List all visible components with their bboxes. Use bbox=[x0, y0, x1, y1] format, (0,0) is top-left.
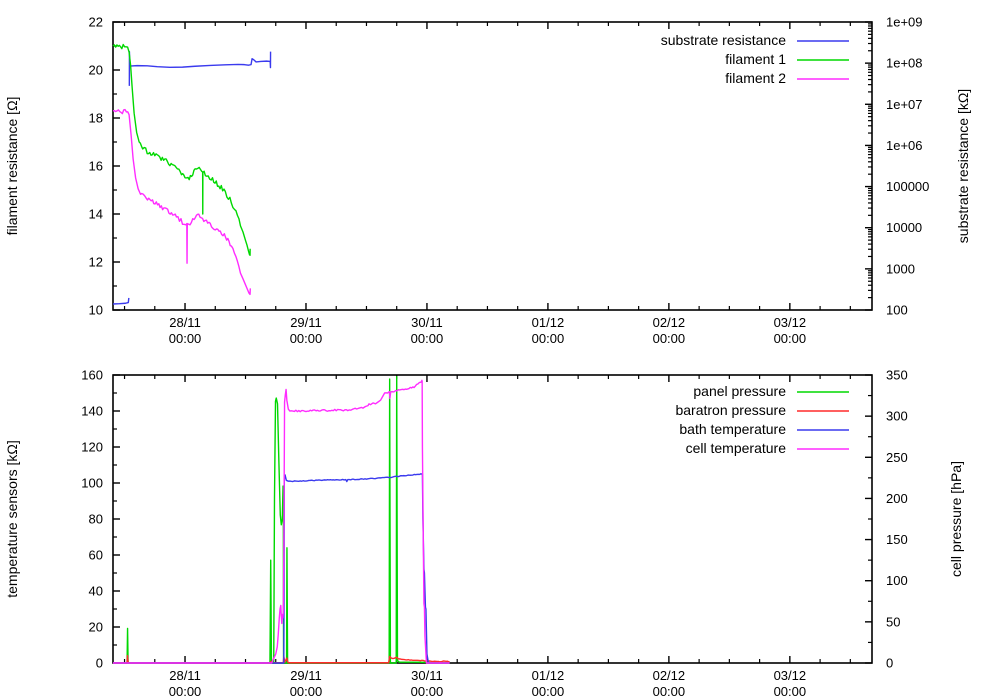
y-left-tick-label: 100 bbox=[81, 476, 103, 491]
x-tick-label-time: 00:00 bbox=[774, 684, 807, 699]
y-right-tick-label: 300 bbox=[886, 409, 908, 424]
y-right-tick-label: 0 bbox=[886, 656, 893, 671]
x-tick-label-time: 00:00 bbox=[653, 331, 686, 346]
legend-label: panel pressure bbox=[693, 383, 786, 399]
x-tick-label-time: 00:00 bbox=[411, 684, 444, 699]
legend-entry-cell-temperature: cell temperature bbox=[686, 440, 849, 456]
y-left-tick-label: 80 bbox=[89, 512, 103, 527]
y-right-tick-label: 1e+07 bbox=[886, 97, 923, 112]
x-tick-label-time: 00:00 bbox=[653, 684, 686, 699]
x-tick-label-date: 28/11 bbox=[169, 668, 201, 683]
series-bath-temperature bbox=[113, 473, 450, 664]
legend-label: filament 2 bbox=[725, 70, 786, 86]
x-tick-label-date: 03/12 bbox=[774, 668, 807, 683]
x-tick-label-time: 00:00 bbox=[290, 331, 323, 346]
y-left-tick-label: 160 bbox=[81, 368, 103, 383]
bottom-left-axis-title: temperature sensors [kΩ] bbox=[4, 440, 20, 598]
series-filament-1 bbox=[112, 43, 251, 256]
temperature-pressure-chart-x-axis: 28/1100:0029/1100:0030/1100:0001/1200:00… bbox=[123, 375, 851, 699]
series-panel-pressure bbox=[113, 375, 450, 664]
y-left-tick-label: 22 bbox=[89, 15, 103, 30]
x-tick-label-date: 03/12 bbox=[774, 315, 807, 330]
x-tick-label-time: 00:00 bbox=[169, 331, 202, 346]
y-left-tick-label: 20 bbox=[89, 63, 103, 78]
resistance-chart-y-left-axis: 10 12 14 16 18 20 22 bbox=[89, 15, 120, 318]
y-left-tick-label: 18 bbox=[89, 111, 103, 126]
legend-entry-filament-1: filament 1 bbox=[725, 51, 849, 67]
y-right-tick-label: 1e+09 bbox=[886, 15, 923, 30]
x-tick-label-date: 30/11 bbox=[411, 668, 443, 683]
legend-label: baratron pressure bbox=[675, 402, 786, 418]
x-tick-label-time: 00:00 bbox=[532, 331, 565, 346]
x-tick-label-time: 00:00 bbox=[411, 331, 444, 346]
resistance-chart-legend: substrate resistance filament 1 filament 2 bbox=[661, 32, 849, 86]
temperature-pressure-chart-y-right-axis: 0 50 100 150 200 250 300 350 bbox=[865, 368, 908, 671]
bottom-right-axis-title: cell pressure [hPa] bbox=[948, 461, 964, 577]
x-tick-label-time: 00:00 bbox=[774, 331, 807, 346]
x-tick-label-date: 02/12 bbox=[653, 315, 686, 330]
x-tick-label-date: 01/12 bbox=[532, 668, 565, 683]
y-right-tick-label: 10000 bbox=[886, 220, 922, 235]
legend-label: cell temperature bbox=[686, 440, 787, 456]
x-tick-label-time: 00:00 bbox=[532, 684, 565, 699]
y-left-tick-label: 40 bbox=[89, 584, 103, 599]
top-right-axis-title: substrate resistance [kΩ] bbox=[955, 89, 971, 243]
legend-label: filament 1 bbox=[725, 51, 786, 67]
legend-entry-substrate-resistance: substrate resistance bbox=[661, 32, 849, 48]
legend-entry-filament-2: filament 2 bbox=[725, 70, 849, 86]
y-right-tick-label: 250 bbox=[886, 450, 908, 465]
y-left-tick-label: 140 bbox=[81, 404, 103, 419]
y-left-tick-label: 60 bbox=[89, 548, 103, 563]
temperature-pressure-chart: 28/1100:0029/1100:0030/1100:0001/1200:00… bbox=[81, 368, 907, 700]
y-right-tick-label: 100 bbox=[886, 573, 908, 588]
legend-entry-panel-pressure: panel pressure bbox=[693, 383, 849, 399]
legend-label: bath temperature bbox=[679, 421, 786, 437]
y-right-tick-label: 50 bbox=[886, 614, 900, 629]
legend-label: substrate resistance bbox=[661, 32, 786, 48]
temperature-pressure-chart-y-left-axis: 0 20 40 60 80 100 120 140 160 bbox=[81, 368, 120, 671]
resistance-chart-y-right-axis: 100 1000 10000 100000 1e+06 1e+07 1e+08 1e+09 bbox=[865, 15, 929, 318]
x-tick-label-date: 30/11 bbox=[411, 315, 443, 330]
x-tick-label-date: 01/12 bbox=[532, 315, 565, 330]
y-left-tick-label: 16 bbox=[89, 159, 103, 174]
y-left-tick-label: 14 bbox=[89, 207, 103, 222]
y-right-tick-label: 150 bbox=[886, 532, 908, 547]
resistance-chart-x-axis: 28/1100:0029/1100:0030/1100:0001/1200:00… bbox=[123, 22, 851, 346]
series-substrate-resistance bbox=[112, 50, 272, 305]
legend-entry-bath-temperature: bath temperature bbox=[679, 421, 849, 437]
y-left-tick-label: 0 bbox=[96, 656, 103, 671]
y-right-tick-label: 350 bbox=[886, 368, 908, 383]
y-left-tick-label: 10 bbox=[89, 303, 103, 318]
temperature-pressure-chart-legend: panel pressure baratron pressure bath temp… bbox=[675, 383, 849, 456]
resistance-chart: 28/1100:0029/1100:0030/1100:0001/1200:00… bbox=[89, 15, 930, 347]
y-left-tick-label: 20 bbox=[89, 620, 103, 635]
y-left-tick-label: 12 bbox=[89, 255, 103, 270]
y-right-tick-label: 100 bbox=[886, 303, 908, 318]
temperature-pressure-chart-frame bbox=[112, 374, 873, 664]
x-tick-label-date: 28/11 bbox=[169, 315, 201, 330]
series-cell-temperature bbox=[113, 379, 450, 664]
x-tick-label-time: 00:00 bbox=[290, 684, 323, 699]
x-tick-label-date: 02/12 bbox=[653, 668, 686, 683]
y-right-tick-label: 100000 bbox=[886, 179, 929, 194]
y-right-tick-label: 1000 bbox=[886, 261, 915, 276]
series-filament-2 bbox=[112, 108, 251, 296]
x-tick-label-date: 29/11 bbox=[290, 668, 322, 683]
y-right-tick-label: 1e+06 bbox=[886, 138, 923, 153]
y-right-tick-label: 1e+08 bbox=[886, 56, 923, 71]
legend-entry-baratron-pressure: baratron pressure bbox=[675, 402, 849, 418]
x-tick-label-time: 00:00 bbox=[169, 684, 202, 699]
y-left-tick-label: 120 bbox=[81, 440, 103, 455]
y-right-tick-label: 200 bbox=[886, 491, 908, 506]
x-tick-label-date: 29/11 bbox=[290, 315, 322, 330]
top-left-axis-title: filament resistance [Ω] bbox=[4, 97, 20, 236]
